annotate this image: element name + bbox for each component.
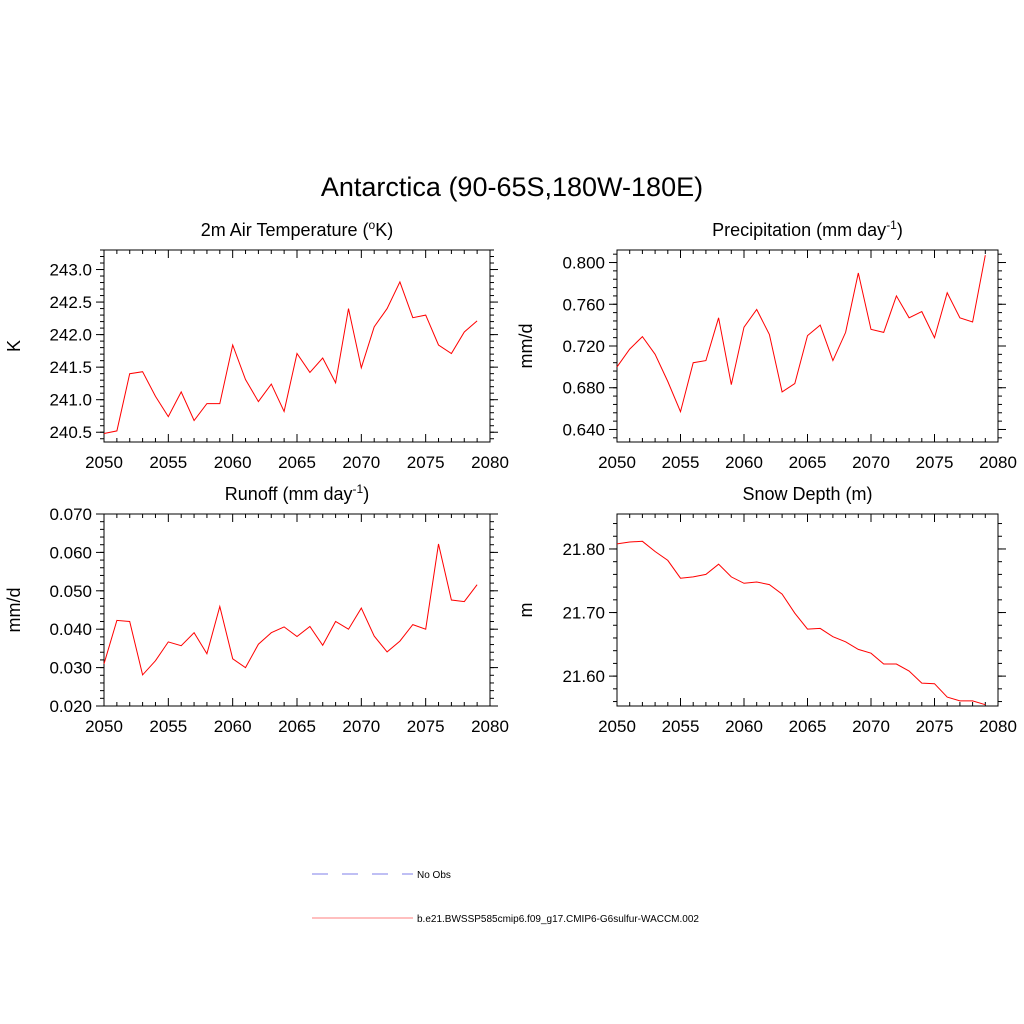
chart-panel-1: 2050 2055 2060 2065 2070 2075 2080 240.5 241.0 24… (4, 218, 509, 472)
x-tick-label: 2080 (979, 717, 1017, 736)
x-tick-label: 2075 (407, 453, 445, 472)
panel-title: Runoff (mm day-1) (225, 482, 369, 504)
x-tick-label: 2050 (598, 453, 636, 472)
y-tick-label: 0.040 (49, 620, 92, 639)
panel-title: Precipitation (mm day-1) (712, 218, 903, 240)
y-tick-label: 21.80 (562, 540, 605, 559)
y-axis-label: mm/d (4, 588, 24, 633)
y-tick-label: 0.020 (49, 697, 92, 716)
x-tick-label: 2075 (916, 717, 954, 736)
series-line (616, 540, 986, 706)
plot-frame (103, 249, 491, 443)
x-tick-label: 2075 (407, 717, 445, 736)
panel-title: Snow Depth (m) (742, 484, 872, 504)
y-tick-label: 0.760 (562, 295, 605, 314)
x-tick-label: 2065 (278, 717, 316, 736)
y-axis-label: K (4, 340, 24, 352)
y-tick-label: 0.030 (49, 659, 92, 678)
plot-frame (616, 513, 999, 707)
y-tick-label: 0.070 (49, 505, 92, 524)
y-tick-label: 241.0 (49, 391, 92, 410)
y-axis-label: mm/d (516, 324, 536, 369)
y-axis-label: m (516, 603, 536, 618)
panel-title: 2m Air Temperature (oK) (201, 218, 393, 240)
figure-title: Antarctica (90-65S,180W-180E) (321, 172, 703, 202)
legend: No Obs b.e21.BWSSP585cmip6.f09_g17.CMIP6-… (312, 870, 699, 925)
x-tick-label: 2050 (85, 717, 123, 736)
legend-item-2: b.e21.BWSSP585cmip6.f09_g17.CMIP6-G6sulf… (312, 914, 699, 925)
series-line (616, 255, 986, 414)
y-tick-label: 21.60 (562, 667, 605, 686)
x-tick-label: 2080 (471, 717, 509, 736)
x-tick-label: 2060 (725, 453, 763, 472)
series-line (103, 280, 478, 434)
chart-panel-4: 2050 2055 2060 2065 2070 2075 2080 21.60 21.70 21… (516, 484, 1017, 736)
x-tick-label: 2070 (852, 453, 890, 472)
chart-panel-3: 2050 2055 2060 2065 2070 2075 2080 0.020 0.030 0.… (4, 482, 509, 736)
y-tick-label: 243.0 (49, 261, 92, 280)
y-tick-label: 0.060 (49, 543, 92, 562)
x-tick-label: 2055 (662, 453, 700, 472)
y-tick-label: 240.5 (49, 423, 92, 442)
x-tick-label: 2070 (342, 717, 380, 736)
x-tick-label: 2065 (278, 453, 316, 472)
plot-frame (616, 249, 999, 443)
x-tick-label: 2060 (725, 717, 763, 736)
y-tick-label: 242.5 (49, 293, 92, 312)
y-tick-label: 0.680 (562, 379, 605, 398)
y-tick-label: 0.720 (562, 337, 605, 356)
x-tick-label: 2080 (979, 453, 1017, 472)
x-tick-label: 2060 (214, 717, 252, 736)
legend-item-1: No Obs (312, 870, 451, 881)
x-tick-label: 2075 (916, 453, 954, 472)
chart-panel-2: 2050 2055 2060 2065 2070 2075 2080 0.640 0.680 0.… (516, 218, 1017, 472)
x-tick-label: 2060 (214, 453, 252, 472)
legend-label: b.e21.BWSSP585cmip6.f09_g17.CMIP6-G6sulf… (417, 914, 699, 925)
y-tick-label: 242.0 (49, 326, 92, 345)
legend-label: No Obs (417, 870, 451, 881)
x-tick-label: 2050 (85, 453, 123, 472)
x-tick-label: 2055 (149, 717, 187, 736)
x-tick-label: 2080 (471, 453, 509, 472)
x-tick-label: 2055 (662, 717, 700, 736)
panels: 2050 2055 2060 2065 2070 2075 2080 240.5 241.0 24… (4, 218, 1017, 736)
x-tick-label: 2065 (789, 717, 827, 736)
x-tick-label: 2070 (342, 453, 380, 472)
y-tick-label: 0.640 (562, 420, 605, 439)
x-tick-label: 2050 (598, 717, 636, 736)
series-line (103, 543, 478, 676)
plot-frame (103, 513, 491, 707)
y-tick-label: 0.800 (562, 254, 605, 273)
y-tick-label: 21.70 (562, 604, 605, 623)
x-tick-label: 2070 (852, 717, 890, 736)
y-tick-label: 0.050 (49, 582, 92, 601)
x-tick-label: 2065 (789, 453, 827, 472)
x-tick-label: 2055 (149, 453, 187, 472)
y-tick-label: 241.5 (49, 358, 92, 377)
